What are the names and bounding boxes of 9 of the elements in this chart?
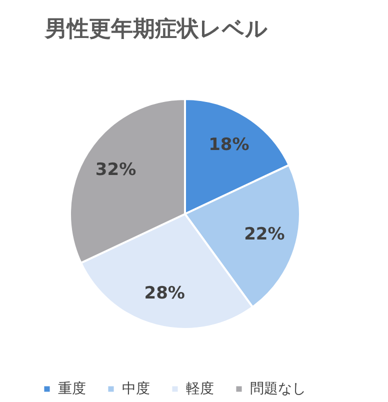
legend-label: 中度: [122, 381, 150, 397]
data-label: 28%: [144, 283, 185, 304]
data-label: 18%: [208, 134, 250, 155]
legend-label: 重度: [58, 381, 86, 397]
data-label: 22%: [244, 224, 285, 244]
legend-label: 問題なし: [250, 381, 306, 397]
data-label: 32%: [95, 160, 136, 180]
chart-title: 男性更年期症状レベル: [44, 17, 268, 42]
legend-label: 軽度: [186, 381, 214, 397]
